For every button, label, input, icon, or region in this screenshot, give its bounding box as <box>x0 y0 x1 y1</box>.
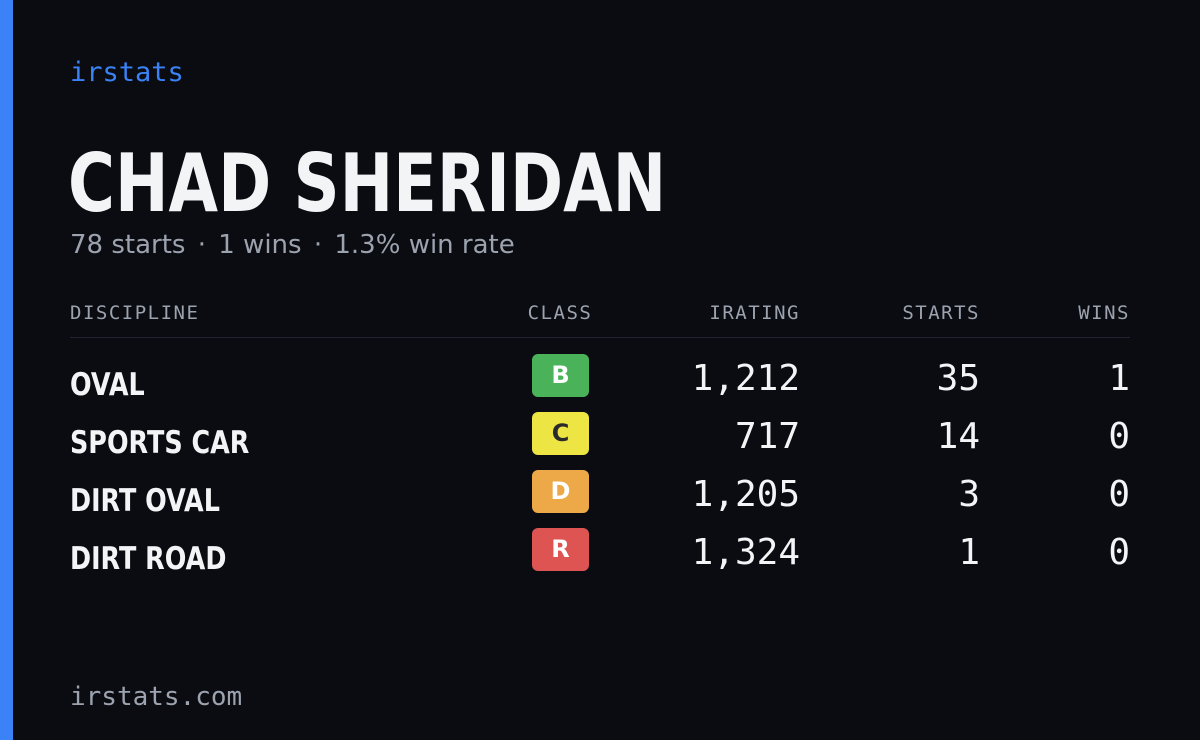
header-divider <box>70 337 1130 338</box>
license-class-badge: R <box>532 528 589 571</box>
starts-summary: 78 starts <box>70 230 186 260</box>
discipline-label: DIRT OVAL <box>70 483 220 519</box>
wins-value: 0 <box>1108 532 1130 573</box>
wins-value: 1 <box>1108 358 1130 399</box>
summary-separator: · <box>313 230 323 260</box>
column-header-discipline: DISCIPLINE <box>70 302 200 324</box>
wins-summary: 1 wins <box>218 230 302 260</box>
driver-name: CHAD SHERIDAN <box>68 137 667 230</box>
column-header-starts: STARTS <box>902 302 980 324</box>
table-row: DIRT OVAL D 1,205 3 0 <box>0 468 1200 526</box>
wins-value: 0 <box>1108 474 1130 515</box>
license-class-badge: D <box>532 470 589 513</box>
starts-value: 14 <box>936 416 980 457</box>
column-header-wins: WINS <box>1078 302 1130 324</box>
irating-value: 717 <box>734 416 800 457</box>
footer-url: irstats.com <box>70 682 243 712</box>
irating-value: 1,324 <box>691 532 800 573</box>
discipline-label: SPORTS CAR <box>70 425 250 461</box>
license-class-badge: B <box>532 354 589 397</box>
discipline-label: DIRT ROAD <box>70 541 227 577</box>
wins-value: 0 <box>1108 416 1130 457</box>
irating-value: 1,212 <box>691 358 800 399</box>
column-header-class: CLASS <box>527 302 593 324</box>
starts-value: 3 <box>958 474 980 515</box>
starts-value: 35 <box>936 358 980 399</box>
starts-value: 1 <box>958 532 980 573</box>
win-rate-summary: 1.3% win rate <box>334 230 515 260</box>
column-header-irating: IRATING <box>709 302 800 324</box>
license-class-badge: C <box>532 412 589 455</box>
discipline-label: OVAL <box>70 367 145 403</box>
summary-separator: · <box>197 230 206 260</box>
irating-value: 1,205 <box>691 474 800 515</box>
brand-logo-text: irstats <box>70 57 184 88</box>
driver-summary: 78 starts · 1 wins · 1.3% win rate <box>70 228 515 262</box>
table-row: DIRT ROAD R 1,324 1 0 <box>0 526 1200 584</box>
table-row: OVAL B 1,212 35 1 <box>0 352 1200 410</box>
table-row: SPORTS CAR C 717 14 0 <box>0 410 1200 468</box>
accent-bar <box>0 0 13 740</box>
